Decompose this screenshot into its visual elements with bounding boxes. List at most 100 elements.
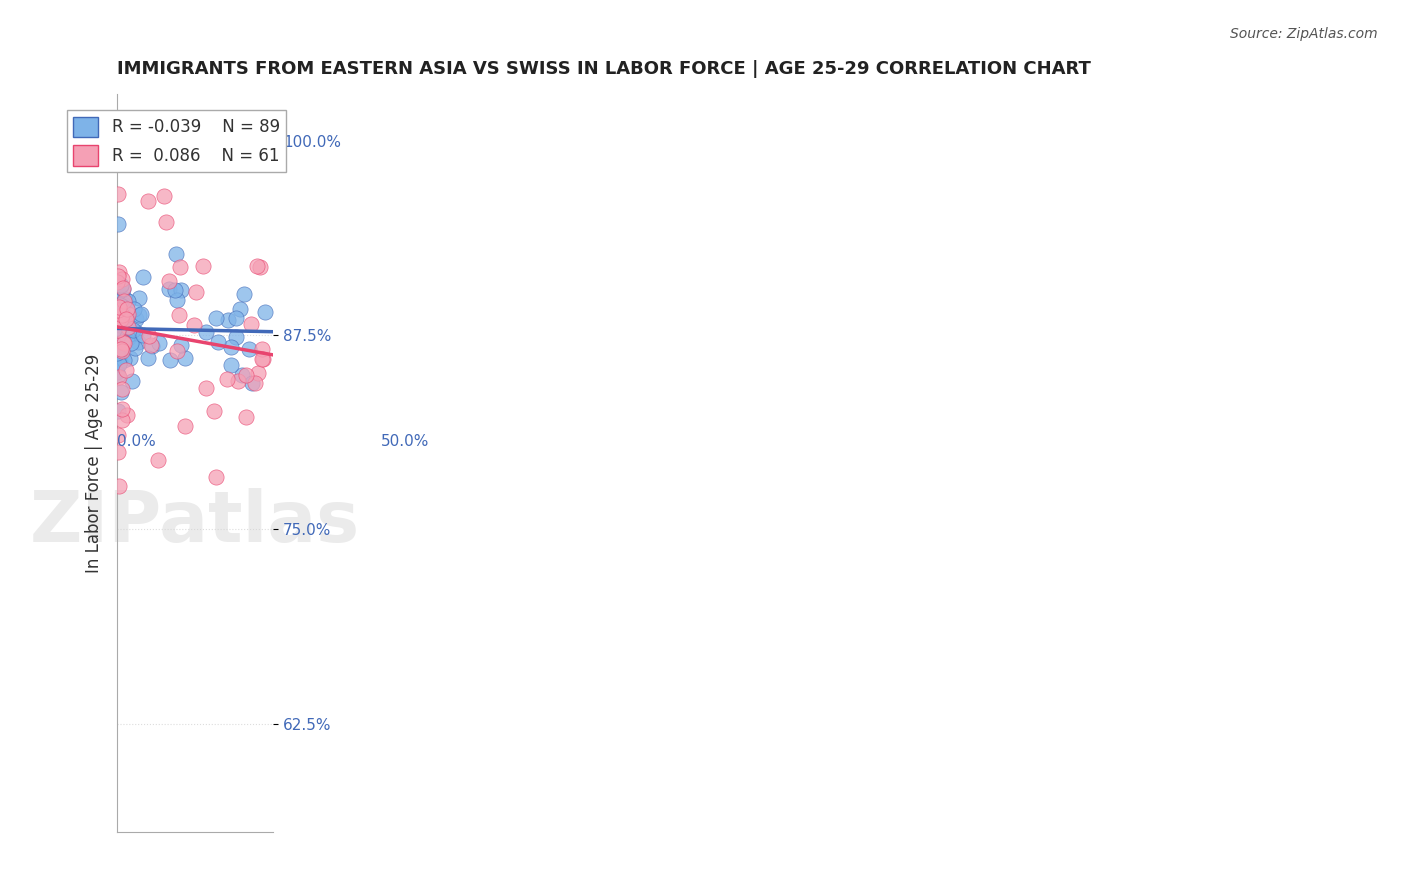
Point	[195, 381, 218, 395]
Point	[114, 324, 136, 338]
Point	[111, 330, 134, 344]
Point	[246, 260, 269, 274]
Point	[247, 366, 270, 380]
Point	[110, 342, 132, 356]
Point	[128, 308, 150, 322]
Point	[202, 404, 225, 418]
Text: ZIPatlas: ZIPatlas	[30, 488, 360, 557]
Point	[124, 341, 146, 355]
Point	[193, 259, 215, 273]
Point	[174, 351, 197, 366]
Y-axis label: In Labor Force | Age 25-29: In Labor Force | Age 25-29	[86, 354, 103, 573]
Point	[107, 312, 129, 326]
Point	[111, 299, 134, 313]
Point	[107, 322, 129, 336]
Point	[174, 418, 197, 433]
Point	[229, 301, 252, 316]
Point	[105, 366, 128, 380]
Point	[138, 351, 160, 366]
Point	[117, 307, 139, 321]
Point	[108, 318, 131, 333]
Point	[250, 352, 273, 367]
Text: 0.0%: 0.0%	[117, 434, 156, 449]
Point	[128, 291, 150, 305]
Point	[107, 330, 129, 344]
Point	[108, 354, 131, 368]
Point	[159, 352, 181, 367]
Point	[115, 363, 138, 377]
Point	[132, 328, 155, 343]
Point	[107, 268, 129, 283]
Point	[107, 302, 129, 317]
Point	[125, 325, 148, 339]
Point	[107, 321, 129, 335]
Point	[111, 134, 134, 148]
Point	[110, 311, 132, 326]
Point	[254, 305, 277, 319]
Point	[117, 409, 139, 423]
Point	[108, 370, 131, 384]
Point	[107, 326, 129, 341]
Point	[250, 342, 273, 356]
Point	[111, 311, 134, 326]
Point	[108, 311, 131, 326]
Point	[107, 338, 129, 352]
Point	[112, 306, 135, 320]
Point	[108, 346, 131, 360]
Point	[167, 308, 190, 322]
Point	[107, 301, 129, 315]
Point	[107, 357, 129, 371]
Point	[169, 260, 191, 274]
Point	[122, 302, 145, 317]
Point	[111, 413, 134, 427]
Point	[105, 275, 128, 289]
Point	[110, 272, 132, 286]
Point	[107, 186, 129, 201]
Point	[125, 312, 148, 326]
Point	[217, 371, 239, 385]
Point	[131, 307, 153, 321]
Point	[107, 285, 129, 300]
Point	[114, 311, 136, 326]
Point	[110, 384, 132, 399]
Point	[111, 382, 134, 396]
Point	[238, 342, 260, 356]
Point	[111, 401, 134, 416]
Point	[111, 343, 134, 357]
Point	[252, 351, 274, 366]
Point	[110, 328, 132, 343]
Point	[225, 330, 247, 344]
Point	[111, 297, 134, 311]
Point	[111, 335, 134, 350]
Point	[117, 319, 139, 334]
Point	[112, 315, 135, 329]
Text: 50.0%: 50.0%	[381, 434, 429, 449]
Point	[112, 335, 135, 350]
Point	[117, 331, 139, 345]
Point	[107, 368, 129, 382]
Point	[107, 333, 129, 347]
Point	[111, 281, 134, 295]
Point	[194, 326, 217, 340]
Point	[122, 323, 145, 337]
Point	[112, 294, 135, 309]
Point	[107, 275, 129, 289]
Point	[165, 247, 187, 261]
Point	[117, 294, 139, 309]
Text: Source: ZipAtlas.com: Source: ZipAtlas.com	[1230, 27, 1378, 41]
Point	[112, 336, 135, 351]
Point	[108, 355, 131, 369]
Point	[110, 279, 132, 293]
Point	[183, 318, 205, 332]
Point	[170, 338, 193, 352]
Point	[217, 312, 239, 326]
Point	[141, 338, 163, 352]
Legend: R = -0.039    N = 89, R =  0.086    N = 61: R = -0.039 N = 89, R = 0.086 N = 61	[66, 110, 287, 172]
Point	[243, 376, 266, 390]
Text: IMMIGRANTS FROM EASTERN ASIA VS SWISS IN LABOR FORCE | AGE 25-29 CORRELATION CHA: IMMIGRANTS FROM EASTERN ASIA VS SWISS IN…	[117, 60, 1091, 78]
Point	[107, 345, 129, 359]
Point	[115, 317, 138, 331]
Point	[157, 282, 180, 296]
Point	[108, 334, 131, 349]
Point	[118, 351, 141, 365]
